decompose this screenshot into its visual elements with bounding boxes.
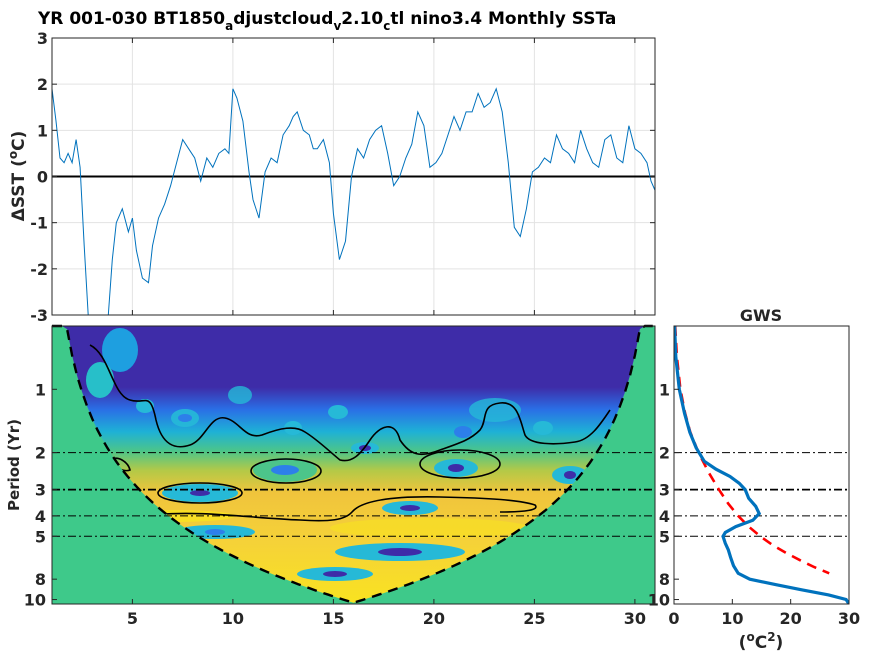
y-tick-label: 1 [659, 380, 670, 399]
y-tick-label: 4 [35, 507, 46, 526]
x-tick-label: 30 [838, 609, 860, 628]
x-tick-label: 0 [668, 609, 679, 628]
y-tick-label: 1 [35, 380, 46, 399]
cone-of-influence [52, 324, 655, 604]
significance-contours [89, 344, 611, 522]
y-tick-label: 3 [659, 481, 670, 500]
x-tick-label: 15 [322, 609, 344, 628]
x-tick-label: 10 [721, 609, 743, 628]
timeseries-y-ticks: 3 2 1 0 -1 -2 -3 [30, 29, 655, 325]
y-tick-label: 10 [24, 591, 46, 610]
y-tick-label: -3 [30, 306, 48, 325]
gws-period-reference-lines [674, 452, 849, 537]
gws-title: GWS [740, 306, 782, 325]
gws-x-label: (oC2) [739, 630, 784, 653]
x-tick-label: 5 [127, 609, 138, 628]
x-tick-label: 25 [523, 609, 545, 628]
figure-title: YR 001-030 BT1850adjustcloudv2.10ctl nin… [37, 9, 616, 33]
y-tick-label: 0 [37, 168, 48, 187]
y-tick-label: 10 [648, 591, 670, 610]
y-tick-label: -1 [30, 214, 48, 233]
y-tick-label: 5 [35, 527, 46, 546]
gws-x-ticks: 0 10 20 30 [668, 599, 860, 628]
x-tick-label: 20 [423, 609, 445, 628]
x-tick-label: 30 [624, 609, 646, 628]
period-reference-lines [52, 452, 655, 537]
y-tick-label: 2 [37, 75, 48, 94]
power-features [86, 328, 588, 581]
y-tick-label: 3 [37, 29, 48, 48]
timeseries-line [52, 87, 655, 315]
timeseries-y-label: ΔSST (oC) [6, 131, 29, 222]
timeseries-panel: 3 2 1 0 -1 -2 -3 ΔSST (oC) [6, 29, 656, 325]
y-tick-label: 2 [659, 444, 670, 463]
y-tick-label: 2 [35, 444, 46, 463]
gws-y-ticks: 1 2 3 45 8 10 [648, 380, 679, 610]
x-tick-label: 10 [222, 609, 244, 628]
gws-significance-line [674, 326, 830, 575]
wavelet-y-ticks: 1 2 3 45 8 10 [24, 380, 57, 610]
x-tick-label: 20 [780, 609, 802, 628]
y-tick-label: 1 [37, 121, 48, 140]
wavelet-y-label: Period (Yr) [5, 419, 23, 511]
gws-spectrum-line [674, 326, 849, 604]
wavelet-x-ticks: 5 10 15 20 25 30 [127, 599, 646, 628]
y-tick-label: 8 [35, 570, 46, 589]
y-tick-label: 4 [659, 507, 670, 526]
y-tick-label: 3 [35, 481, 46, 500]
y-tick-label: 8 [659, 570, 670, 589]
y-tick-label: -2 [30, 260, 48, 279]
y-tick-label: 5 [659, 527, 670, 546]
